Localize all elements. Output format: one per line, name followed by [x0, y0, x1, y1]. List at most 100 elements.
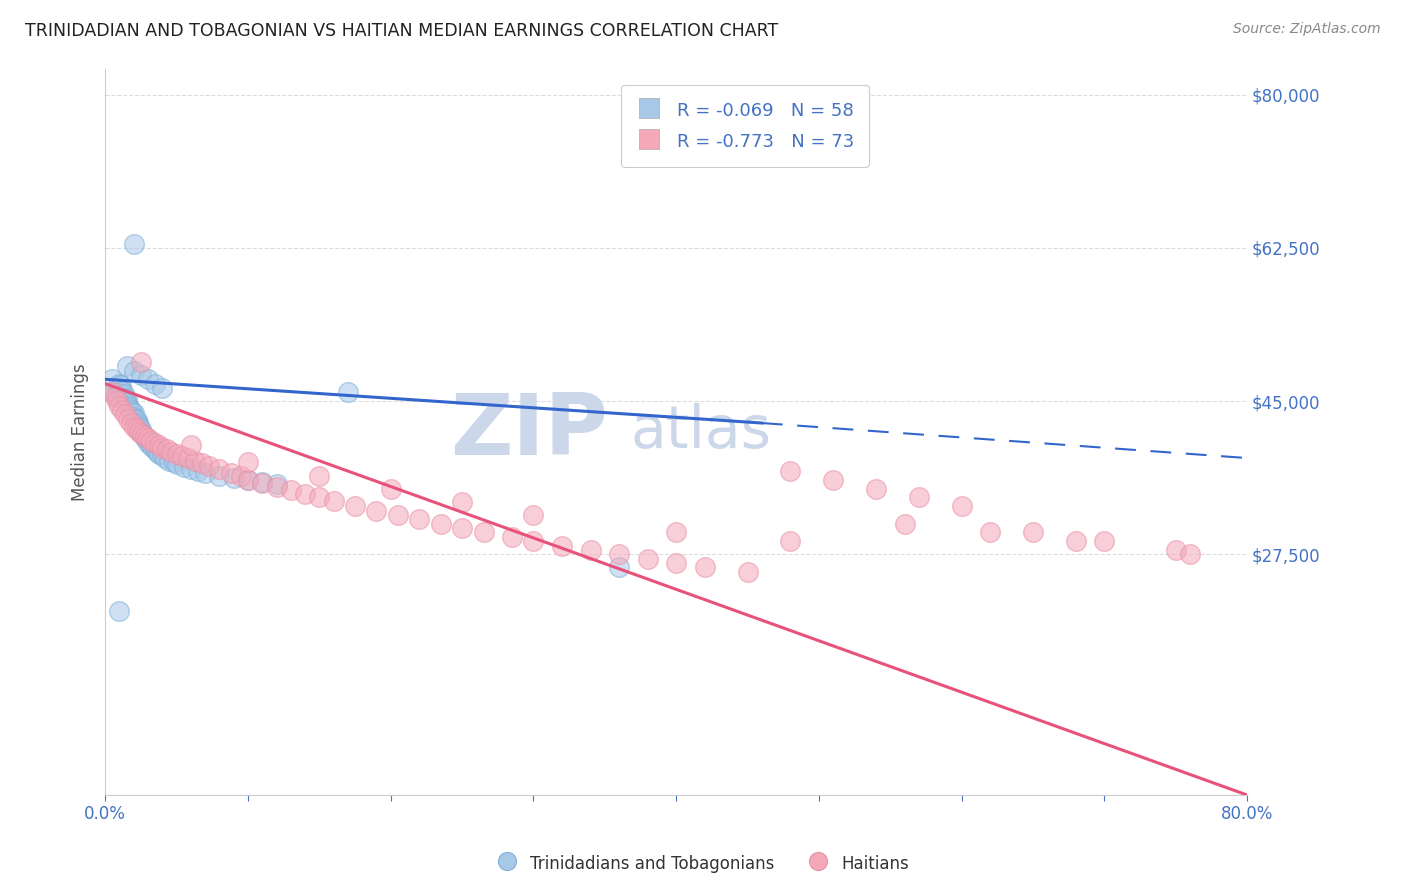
Point — [607, 547, 630, 561]
Point — [1094, 534, 1116, 549]
Point — [117, 411, 139, 425]
Point — [1064, 534, 1087, 549]
Point — [128, 420, 150, 434]
Point — [208, 462, 231, 476]
Point — [150, 381, 173, 395]
Point — [115, 359, 138, 373]
Point — [122, 420, 145, 434]
Point — [166, 447, 188, 461]
Point — [308, 491, 330, 505]
Point — [177, 451, 200, 466]
Point — [160, 445, 183, 459]
Point — [387, 508, 409, 522]
Legend: R = -0.069   N = 58, R = -0.773   N = 73: R = -0.069 N = 58, R = -0.773 N = 73 — [621, 85, 869, 167]
Point — [229, 469, 252, 483]
Point — [129, 368, 152, 382]
Point — [344, 499, 367, 513]
Point — [127, 416, 149, 430]
Point — [125, 422, 148, 436]
Point — [322, 494, 344, 508]
Point — [122, 236, 145, 251]
Point — [136, 436, 159, 450]
Point — [472, 525, 495, 540]
Point — [366, 503, 388, 517]
Point — [266, 480, 288, 494]
Point — [194, 466, 217, 480]
Point — [693, 560, 716, 574]
Point — [191, 456, 214, 470]
Point — [143, 376, 166, 391]
Point — [865, 482, 887, 496]
Point — [266, 477, 288, 491]
Point — [131, 427, 153, 442]
Point — [665, 556, 688, 570]
Point — [121, 405, 143, 419]
Point — [124, 411, 146, 425]
Point — [128, 425, 150, 439]
Point — [607, 560, 630, 574]
Point — [172, 450, 194, 464]
Point — [252, 476, 274, 491]
Point — [136, 372, 159, 386]
Point — [336, 385, 359, 400]
Point — [150, 449, 173, 463]
Point — [107, 381, 129, 395]
Point — [222, 471, 245, 485]
Point — [132, 429, 155, 443]
Point — [236, 473, 259, 487]
Point — [117, 399, 139, 413]
Point — [522, 534, 544, 549]
Text: TRINIDADIAN AND TOBAGONIAN VS HAITIAN MEDIAN EARNINGS CORRELATION CHART: TRINIDADIAN AND TOBAGONIAN VS HAITIAN ME… — [25, 22, 779, 40]
Point — [118, 401, 141, 416]
Point — [122, 363, 145, 377]
Point — [145, 445, 167, 459]
Point — [105, 394, 128, 409]
Point — [184, 453, 207, 467]
Point — [101, 372, 124, 386]
Point — [208, 468, 231, 483]
Point — [134, 431, 156, 445]
Point — [141, 440, 163, 454]
Point — [110, 378, 132, 392]
Point — [150, 441, 173, 455]
Point — [823, 473, 845, 487]
Point — [111, 384, 134, 398]
Point — [779, 464, 801, 478]
Point — [665, 525, 688, 540]
Point — [108, 399, 131, 413]
Point — [159, 453, 181, 467]
Point — [120, 416, 142, 430]
Point — [380, 482, 402, 496]
Point — [637, 551, 659, 566]
Point — [136, 431, 159, 445]
Point — [908, 491, 931, 505]
Text: ZIP: ZIP — [450, 391, 607, 474]
Point — [280, 483, 302, 498]
Point — [408, 512, 430, 526]
Point — [148, 447, 170, 461]
Point — [451, 521, 474, 535]
Point — [114, 407, 136, 421]
Point — [501, 530, 523, 544]
Point — [125, 413, 148, 427]
Point — [163, 455, 186, 469]
Point — [737, 565, 759, 579]
Point — [115, 392, 138, 407]
Point — [139, 438, 162, 452]
Point — [1164, 543, 1187, 558]
Point — [122, 409, 145, 424]
Point — [236, 455, 259, 469]
Point — [166, 457, 188, 471]
Y-axis label: Median Earnings: Median Earnings — [72, 363, 89, 500]
Point — [148, 438, 170, 452]
Point — [198, 458, 221, 473]
Point — [429, 516, 451, 531]
Point — [579, 543, 602, 558]
Point — [950, 499, 973, 513]
Point — [136, 434, 159, 448]
Point — [129, 425, 152, 439]
Point — [180, 462, 202, 476]
Point — [129, 422, 152, 436]
Text: Source: ZipAtlas.com: Source: ZipAtlas.com — [1233, 22, 1381, 37]
Point — [551, 539, 574, 553]
